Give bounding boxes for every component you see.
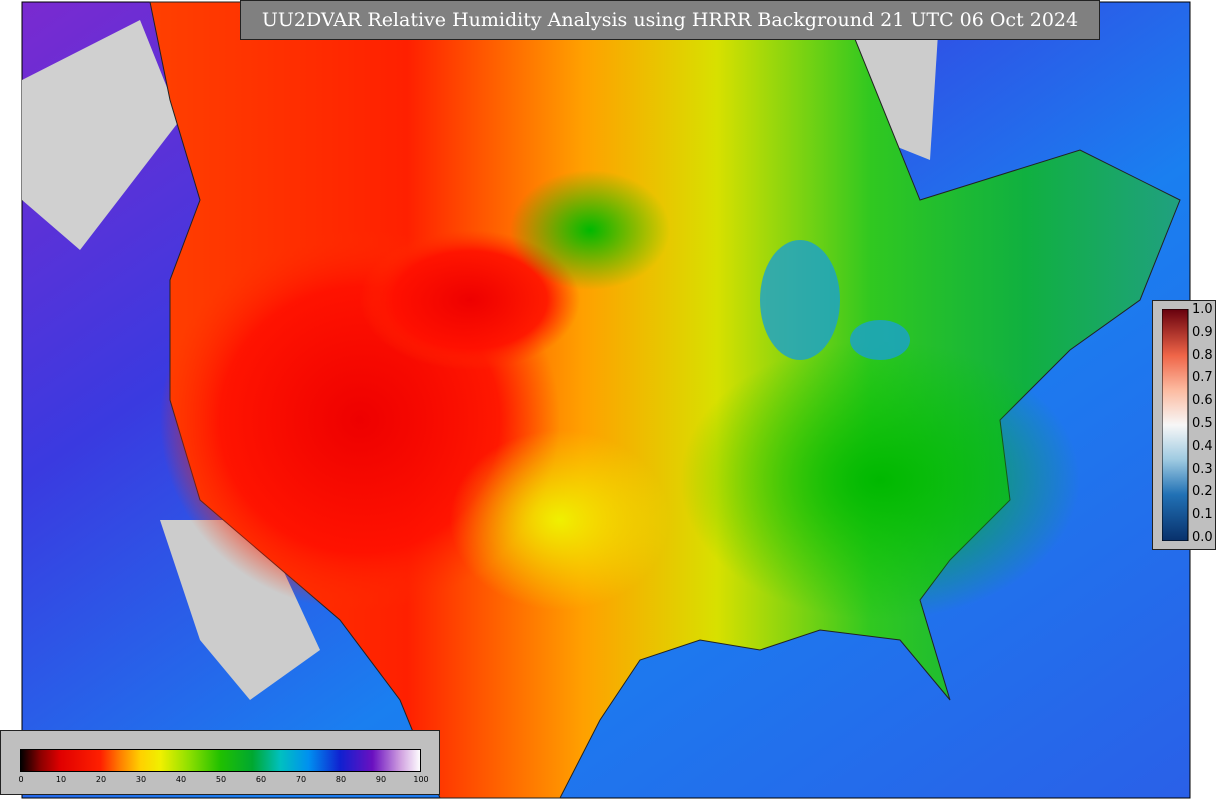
colorbar-tick-label: 0.2 xyxy=(1192,484,1213,500)
cloud-free-area xyxy=(22,20,180,250)
colorbar-tick-label: 0.5 xyxy=(1192,416,1213,431)
moist-region xyxy=(680,340,1080,620)
colorbar-tick-label: 40 xyxy=(175,775,187,784)
colorbar-tick-label: 10 xyxy=(55,775,67,784)
colorbar-tick-label: 0.9 xyxy=(1192,324,1213,340)
colorbar-tick-label: 60 xyxy=(255,775,267,784)
colorbar-tick-label: 0 xyxy=(18,775,24,784)
colorbar-tick-label: 30 xyxy=(135,775,147,784)
colorbar-tick-label: 70 xyxy=(295,775,307,784)
moderate-region xyxy=(450,430,670,610)
colorbar-tick-label: 0.6 xyxy=(1192,393,1213,409)
colorbar-tick-label: 0.8 xyxy=(1192,347,1213,363)
humidity-colorbar: 0 10 20 30 40 50 60 70 80 90 100 xyxy=(0,730,440,795)
colorbar-tick-label: 0.7 xyxy=(1192,370,1213,386)
colorbar-tick-label: 1.0 xyxy=(1192,302,1213,317)
colorbar-tick-label: 0.3 xyxy=(1192,461,1213,477)
great-lakes xyxy=(760,240,840,360)
observation-colorbar-strip xyxy=(1162,309,1189,541)
moist-region xyxy=(510,170,670,290)
colorbar-tick-label: 50 xyxy=(215,775,227,784)
great-lakes xyxy=(850,320,910,360)
colorbar-tick-label: 0.0 xyxy=(1192,530,1213,545)
observation-colorbar: 1.0 0.9 0.8 0.7 0.6 0.5 0.4 0.3 0.2 0.1 0.0 xyxy=(1152,300,1216,550)
colorbar-tick-label: 0.1 xyxy=(1192,507,1213,523)
humidity-colorbar-strip xyxy=(20,749,421,772)
colorbar-tick-label: 90 xyxy=(375,775,387,784)
colorbar-tick-label: 0.4 xyxy=(1192,438,1213,454)
colorbar-tick-label: 20 xyxy=(95,775,107,784)
canada-area xyxy=(840,2,940,160)
colorbar-tick-label: 100 xyxy=(413,775,429,784)
map-title: UU2DVAR Relative Humidity Analysis using… xyxy=(240,0,1100,40)
colorbar-tick-label: 80 xyxy=(335,775,347,784)
dry-region xyxy=(360,230,580,370)
